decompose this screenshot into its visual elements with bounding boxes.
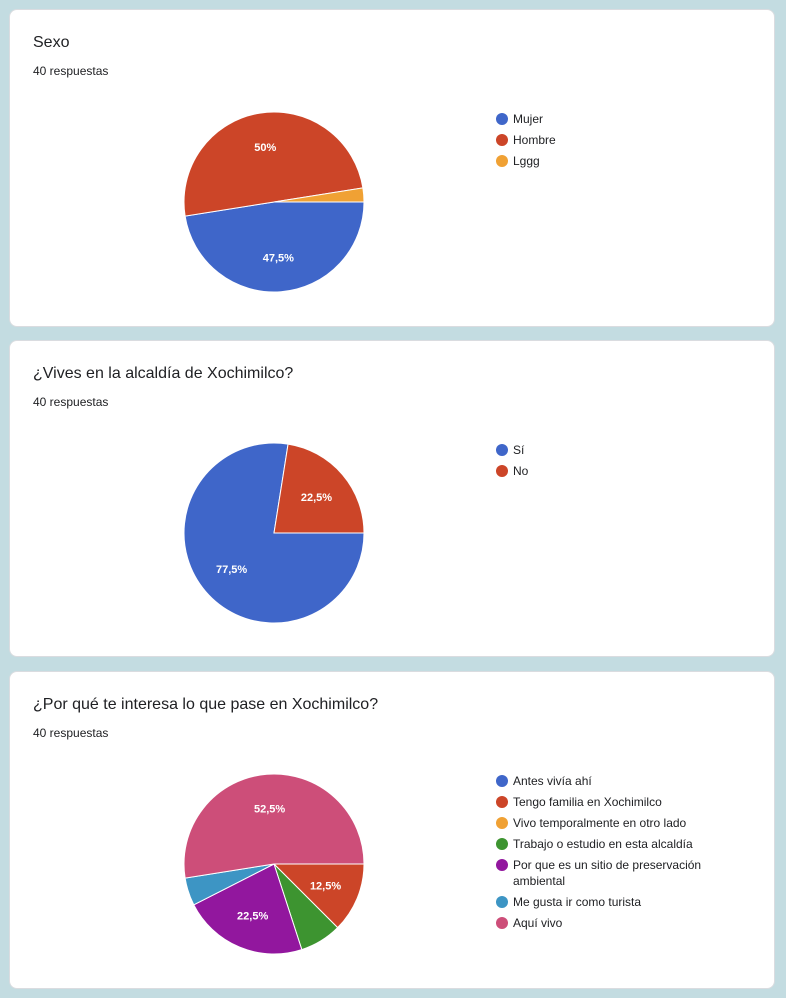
legend-item[interactable]: Lggg [496,153,736,169]
legend-label: Aquí vivo [513,916,563,930]
legend-item[interactable]: Hombre [496,132,736,148]
legend-label: Trabajo o estudio en esta alcaldía [513,837,693,851]
pie-slice-4[interactable] [193,863,303,955]
legend-swatch [496,155,508,167]
legend-swatch [496,465,508,477]
legend-swatch [496,134,508,146]
legend-swatch [496,896,508,908]
response-count: 40 respuestas [33,64,109,78]
pie-slice-6[interactable] [183,773,365,879]
slice-label-1: 12,5% [310,880,341,892]
legend-item[interactable]: Tengo familia en Xochimilco [496,794,736,810]
legend-swatch [496,796,508,808]
chart-title: ¿Por qué te interesa lo que pase en Xoch… [33,696,379,713]
legend-swatch [496,859,508,871]
legend-swatch [496,817,508,829]
chart-title: Sexo [33,34,70,51]
pie-chart: 12,5% 22,5% 52,5% [183,773,365,955]
pie-slice-1[interactable] [273,443,365,534]
legend-swatch [496,838,508,850]
legend-label: Mujer [513,112,544,126]
legend-item[interactable]: Por que es un sitio de preservación ambi… [496,857,736,889]
legend-swatch [496,917,508,929]
pie-chart: 47,5% 50% [183,111,365,293]
response-count: 40 respuestas [33,726,109,740]
legend-label: Lggg [513,154,540,168]
chart-card-sexo: Sexo 40 respuestas 47,5% 50% Mujer Hombre L… [9,9,775,327]
chart-card-por-que-interesa: ¿Por qué te interesa lo que pase en Xoch… [9,671,775,989]
legend-label: Me gusta ir como turista [513,895,642,909]
legend-swatch [496,444,508,456]
legend-label: Vivo temporalmente en otro lado [513,816,687,830]
legend-swatch [496,113,508,125]
legend-item[interactable]: Antes vivía ahí [496,773,736,789]
legend-item[interactable]: No [496,463,736,479]
legend-item[interactable]: Trabajo o estudio en esta alcaldía [496,836,736,852]
slice-label-0: 47,5% [263,253,294,265]
legend-label: Antes vivía ahí [513,774,592,788]
pie-slice-2[interactable] [273,187,365,203]
legend-item[interactable]: Mujer [496,111,736,127]
chart-title: ¿Vives en la alcaldía de Xochimilco? [33,365,294,382]
legend-item[interactable]: Vivo temporalmente en otro lado [496,815,736,831]
chart-legend: Mujer Hombre Lggg [496,111,736,174]
chart-legend: Sí No [496,442,736,484]
legend-swatch [496,775,508,787]
legend-label: Por que es un sitio de preservación ambi… [513,858,702,888]
legend-item[interactable]: Sí [496,442,736,458]
pie-slice-1[interactable] [272,863,365,929]
slice-label-1: 22,5% [301,492,332,504]
legend-item[interactable]: Aquí vivo [496,915,736,931]
chart-card-vives-en-xochimilco: ¿Vives en la alcaldía de Xochimilco? 40 … [9,340,775,657]
slice-label-4: 22,5% [237,911,268,923]
legend-label: Hombre [513,133,556,147]
pie-slice-0[interactable] [184,201,365,293]
chart-legend: Antes vivía ahí Tengo familia en Xochimil… [496,773,736,936]
slice-label-6: 52,5% [254,803,285,815]
response-count: 40 respuestas [33,395,109,409]
legend-label: No [513,464,529,478]
pie-chart: 77,5% 22,5% [183,442,365,624]
legend-label: Sí [513,443,525,457]
legend-item[interactable]: Me gusta ir como turista [496,894,736,910]
slice-label-0: 77,5% [216,564,247,576]
legend-label: Tengo familia en Xochimilco [513,795,662,809]
pie-slice-1[interactable] [183,111,364,217]
slice-label-1: 50% [254,142,276,154]
